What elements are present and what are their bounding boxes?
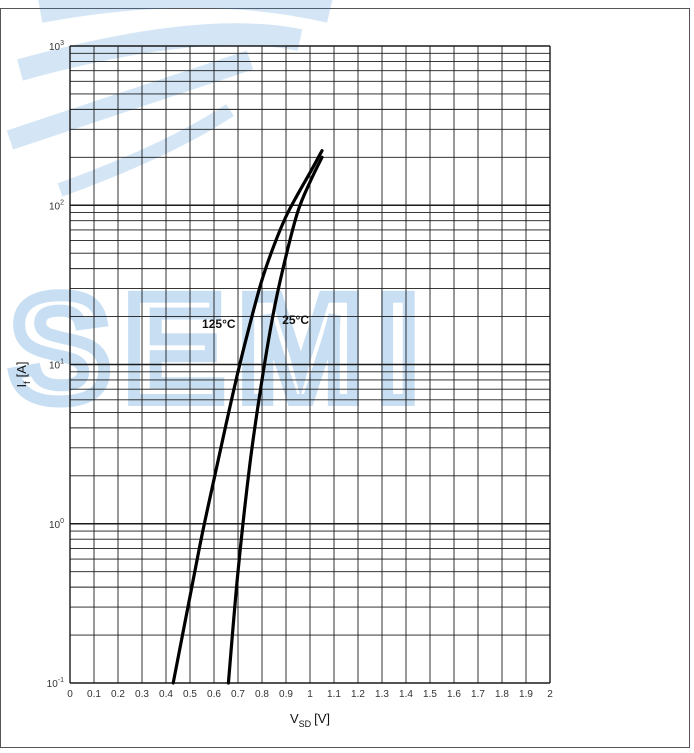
- x-tick-label: 2: [547, 689, 553, 700]
- y-tick-label: 102: [49, 199, 64, 212]
- series-line-1: [226, 155, 324, 685]
- x-tick-label: 1.1: [327, 689, 341, 700]
- y-axis-label: If[A]: [14, 361, 32, 387]
- y-tick-label: 10-1: [47, 677, 64, 690]
- watermark-swoosh: [17, 23, 303, 81]
- chart-frame: [0, 8, 690, 748]
- x-tick-label: 1.9: [519, 689, 533, 700]
- series-label-0: 125°C: [202, 317, 236, 331]
- x-tick-labels: 0 0.1 0.2 0.3 0.4 0.5 0.6 0.7 0.8 0.9 1 1.1 1.2 1.3 1.…: [67, 689, 553, 700]
- x-tick-label: 1.2: [351, 689, 365, 700]
- series-lines: [171, 149, 324, 685]
- grid-lines: [69, 45, 551, 684]
- x-axis-label: VSD [V]: [290, 711, 330, 729]
- x-tick-label: 1.5: [423, 689, 437, 700]
- watermark-swoosh: [38, 0, 333, 23]
- y-tick-labels: 10-1 100 101 102 103: [47, 40, 64, 690]
- watermark-swoosh: [6, 50, 254, 150]
- series-line-0: [171, 149, 324, 685]
- x-tick-label: 0.1: [87, 689, 101, 700]
- x-tick-label: 0.7: [231, 689, 245, 700]
- x-tick-label: 0.2: [111, 689, 125, 700]
- watermark-swoosh: [57, 104, 234, 197]
- x-tick-label: 1: [307, 689, 313, 700]
- x-tick-label: 0.4: [159, 689, 173, 700]
- x-tick-label: 0.9: [279, 689, 293, 700]
- x-tick-label: 1.3: [375, 689, 389, 700]
- y-tick-label: 100: [49, 518, 64, 531]
- x-tick-label: 0.3: [135, 689, 149, 700]
- y-tick-label: 103: [49, 40, 64, 53]
- x-tick-label: 0.5: [183, 689, 197, 700]
- x-tick-label: 1.8: [495, 689, 509, 700]
- x-tick-label: 0.6: [207, 689, 221, 700]
- x-tick-label: 1.6: [447, 689, 461, 700]
- x-tick-label: 0.8: [255, 689, 269, 700]
- x-tick-label: 1.4: [399, 689, 413, 700]
- x-tick-label: 1.7: [471, 689, 485, 700]
- y-tick-label: 101: [49, 359, 64, 372]
- series-label-1: 25°C: [282, 313, 309, 327]
- x-tick-label: 0: [67, 689, 73, 700]
- series-labels: 125°C 25°C: [202, 313, 309, 331]
